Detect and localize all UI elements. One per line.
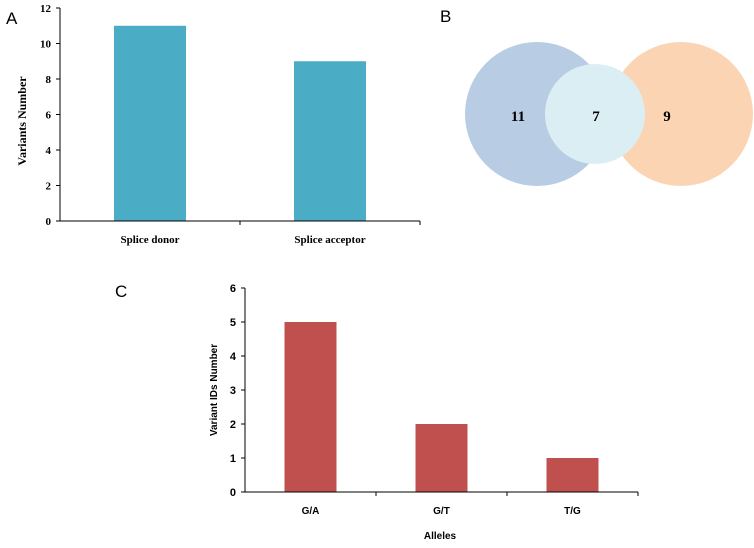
panel-label-c: C — [115, 282, 127, 301]
chart-c-bar — [546, 458, 599, 492]
panel-label-b: B — [440, 7, 451, 26]
venn-circle-acceptor — [609, 42, 753, 186]
chart-c-bar — [284, 322, 337, 492]
chart-c-category-label: G/T — [433, 506, 450, 517]
chart-a-category-label: Splice acceptor — [294, 234, 365, 246]
venn-intersection-count: 7 — [592, 109, 600, 125]
chart-a-ytick-label: 12 — [40, 3, 52, 15]
chart-a-ytick-label: 2 — [46, 181, 52, 193]
chart-c-bar — [415, 424, 468, 492]
chart-c-ytick-label: 6 — [230, 283, 236, 295]
venn-donor-only-count: 11 — [511, 109, 525, 125]
chart-a-ylabel: Variants Number — [15, 76, 29, 166]
chart-c: Variant IDs Number Alleles 0 1 2 3 4 5 6 G/A G/… — [209, 283, 639, 542]
chart-a-category-label: Splice donor — [121, 234, 180, 246]
chart-a-ytick-label: 0 — [46, 216, 52, 228]
chart-c-ytick-label: 5 — [230, 317, 236, 329]
venn-diagram: 11 7 9 — [465, 42, 753, 186]
chart-c-ytick-label: 4 — [230, 351, 237, 363]
chart-a-ytick-label: 8 — [46, 74, 52, 86]
chart-a-bar — [114, 25, 186, 221]
chart-c-ytick-label: 0 — [230, 487, 236, 499]
venn-intersection — [545, 64, 645, 164]
chart-c-category-label: T/G — [564, 506, 581, 517]
chart-a: Variants Number 0 2 4 6 8 10 12 Splice donor Sp… — [15, 3, 421, 246]
chart-a-ytick-label: 10 — [40, 39, 52, 51]
panel-label-a: A — [6, 9, 18, 28]
chart-c-category-label: G/A — [302, 506, 320, 517]
chart-a-ytick-label: 4 — [46, 145, 52, 157]
chart-c-ytick-label: 2 — [230, 419, 236, 431]
venn-acceptor-only-count: 9 — [663, 109, 671, 125]
chart-a-ytick-label: 6 — [46, 110, 52, 122]
chart-a-bar — [294, 61, 366, 221]
chart-c-ylabel: Variant IDs Number — [209, 344, 220, 436]
chart-c-xlabel: Alleles — [424, 531, 457, 542]
chart-c-ytick-label: 3 — [230, 385, 236, 397]
chart-c-ytick-label: 1 — [230, 453, 236, 465]
